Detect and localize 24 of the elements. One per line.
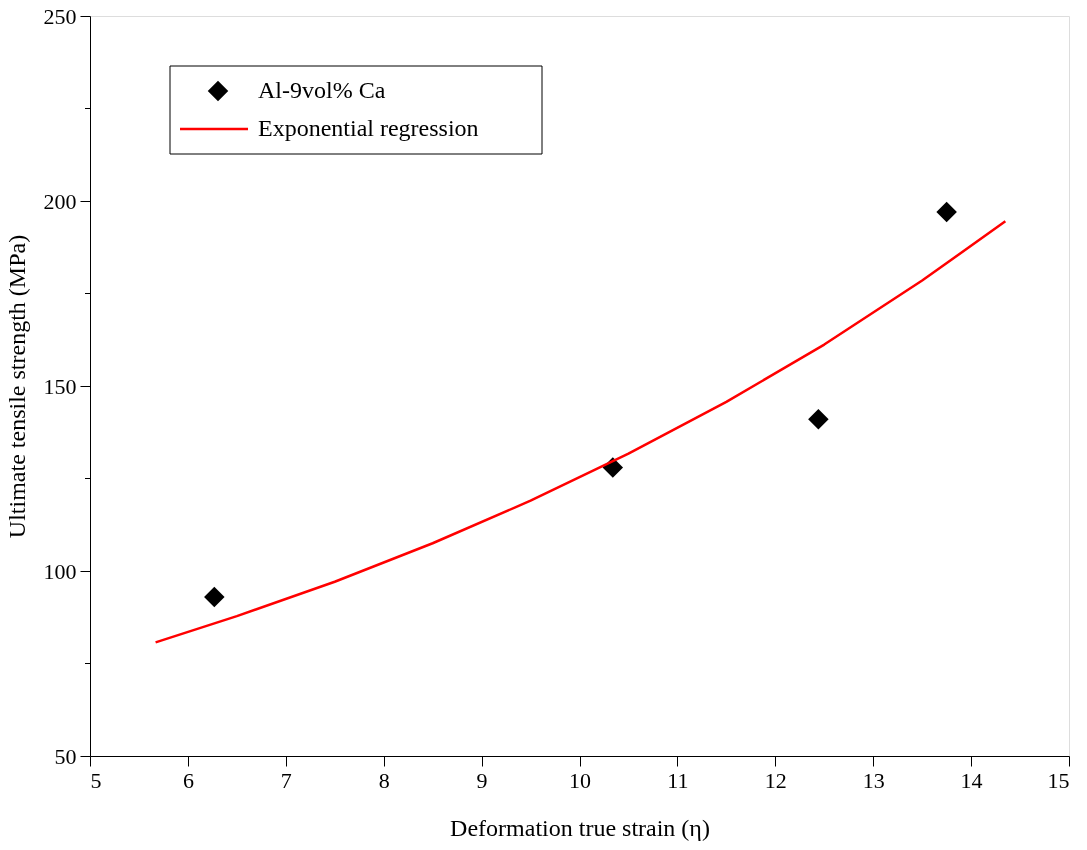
legend-label: Al-9vol% Ca	[258, 77, 386, 103]
legend-label: Exponential regression	[258, 115, 479, 141]
x-tick-label: 5	[90, 767, 102, 793]
x-tick-label: 15	[1047, 767, 1070, 793]
x-tick-label: 6	[182, 767, 194, 793]
x-tick-label: 13	[862, 767, 885, 793]
x-axis-title: Deformation true strain (η)	[450, 814, 710, 841]
y-tick-label: 50	[54, 743, 77, 769]
x-tick-label: 14	[960, 767, 983, 793]
y-tick-label: 100	[43, 558, 77, 584]
x-tick-label: 8	[378, 767, 390, 793]
x-tick-label: 9	[476, 767, 488, 793]
x-tick-label: 12	[764, 767, 787, 793]
line-series	[154, 220, 1007, 644]
point	[204, 586, 225, 608]
x-tick-label: 11	[667, 767, 689, 793]
y-tick-label: 250	[43, 3, 77, 29]
y-tick-label: 150	[43, 373, 77, 399]
x-tick-label: 10	[569, 767, 591, 793]
point	[936, 201, 957, 223]
point	[808, 409, 829, 430]
x-tick-label: 7	[280, 767, 292, 793]
y-axis-title: Ultimate tensile strength (MPa)	[3, 234, 30, 539]
y-tick-label: 200	[43, 188, 77, 214]
